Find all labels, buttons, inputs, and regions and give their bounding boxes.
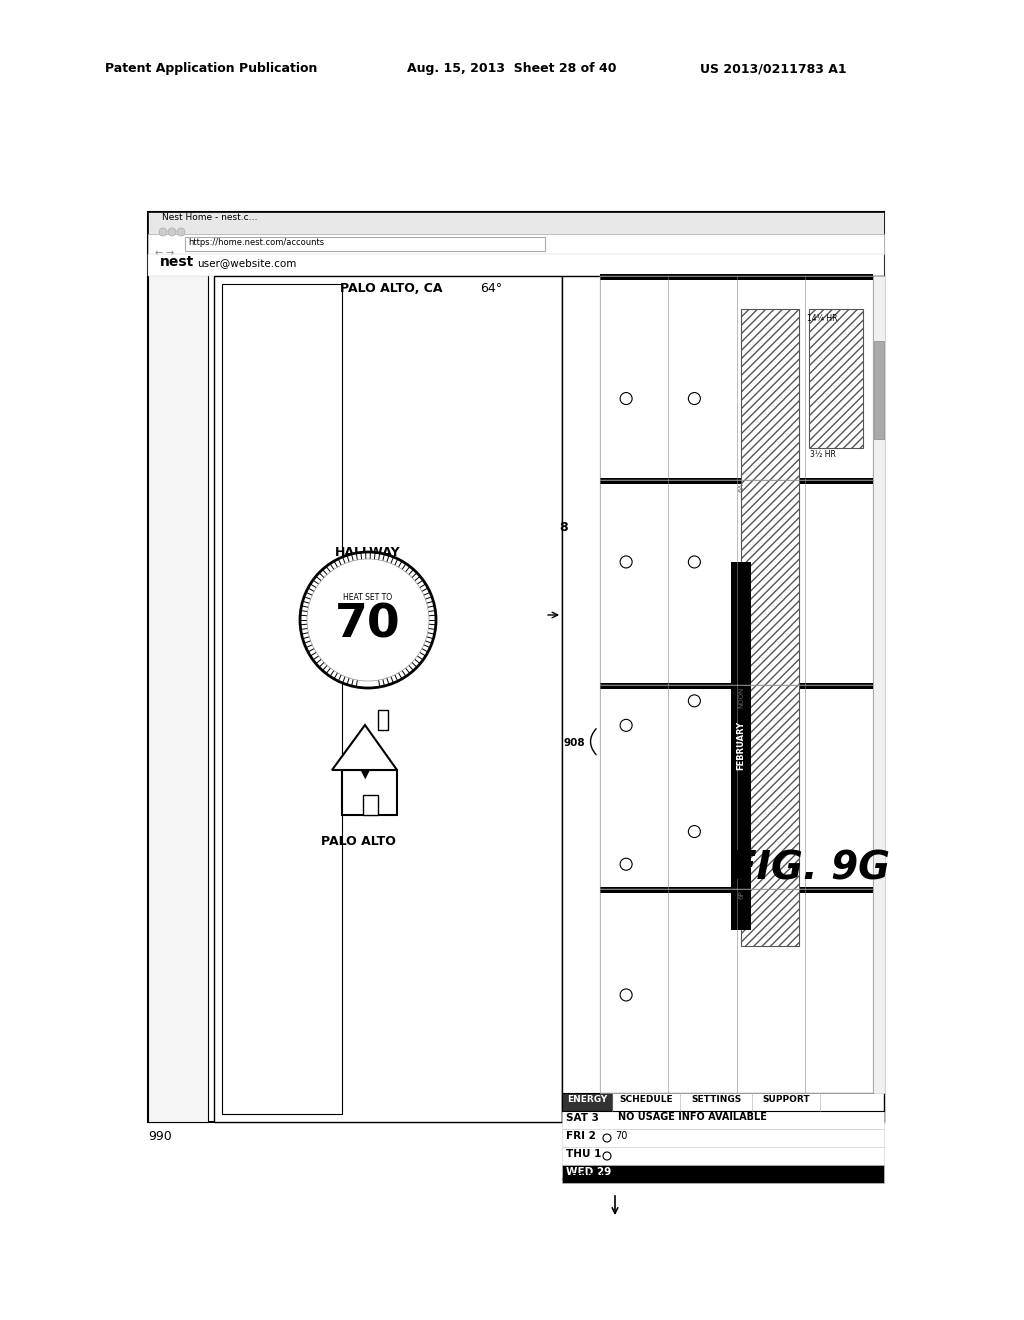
Circle shape <box>307 558 429 681</box>
Circle shape <box>621 989 632 1001</box>
Bar <box>874 342 884 440</box>
Circle shape <box>688 694 700 706</box>
Bar <box>873 276 885 1093</box>
Circle shape <box>688 392 700 404</box>
Bar <box>562 276 884 1122</box>
Bar <box>148 213 884 234</box>
Bar <box>148 234 884 253</box>
Bar <box>362 795 378 814</box>
Circle shape <box>300 552 436 688</box>
Text: ▼: ▼ <box>360 770 370 780</box>
Bar <box>378 710 388 730</box>
Text: NOON: NOON <box>738 686 744 708</box>
Text: PALO ALTO: PALO ALTO <box>321 836 395 847</box>
Bar <box>600 887 873 892</box>
Text: HEAT SET TO: HEAT SET TO <box>343 594 392 602</box>
Circle shape <box>177 228 185 236</box>
Text: FIG. 9G: FIG. 9G <box>730 850 890 888</box>
Bar <box>148 253 884 276</box>
Bar <box>222 284 342 1114</box>
Text: 6P: 6P <box>738 891 744 899</box>
Text: Aug. 15, 2013  Sheet 28 of 40: Aug. 15, 2013 Sheet 28 of 40 <box>408 62 616 75</box>
Text: HALLWAY: HALLWAY <box>335 546 400 558</box>
Text: SETTINGS: SETTINGS <box>691 1096 741 1104</box>
Bar <box>740 309 799 946</box>
Bar <box>562 1111 884 1129</box>
Text: →: → <box>165 248 173 257</box>
Text: US 2013/0211783 A1: US 2013/0211783 A1 <box>700 62 847 75</box>
Text: PALO ALTO, CA: PALO ALTO, CA <box>340 282 442 294</box>
Text: WED 29: WED 29 <box>566 1167 611 1177</box>
Bar <box>562 1093 612 1111</box>
Text: 6A: 6A <box>738 482 744 491</box>
Text: SCHEDULE: SCHEDULE <box>620 1096 673 1104</box>
Text: FEBRUARY: FEBRUARY <box>736 721 745 771</box>
Circle shape <box>688 825 700 838</box>
Text: ENERGY: ENERGY <box>567 1096 607 1104</box>
Circle shape <box>621 392 632 404</box>
Bar <box>809 309 863 447</box>
Circle shape <box>688 556 700 568</box>
Circle shape <box>621 858 632 870</box>
Text: NO USAGE INFO AVAILABLE: NO USAGE INFO AVAILABLE <box>618 1111 767 1122</box>
Text: https://home.nest.com/accounts: https://home.nest.com/accounts <box>188 238 325 247</box>
Text: ⌂ FRIDAY 4:06 PM, Auto-Away.: ⌂ FRIDAY 4:06 PM, Auto-Away. <box>562 1173 709 1183</box>
Text: 64°: 64° <box>480 282 502 294</box>
Text: ▼: ▼ <box>361 755 369 766</box>
Text: 908: 908 <box>563 738 585 747</box>
Circle shape <box>621 556 632 568</box>
Bar <box>148 213 884 1122</box>
Bar <box>600 276 873 1093</box>
Text: 70: 70 <box>335 602 400 648</box>
Text: 8: 8 <box>560 521 568 535</box>
Circle shape <box>603 1134 611 1142</box>
Text: Nest Home - nest.c…: Nest Home - nest.c… <box>162 213 257 222</box>
Text: ←: ← <box>155 248 163 257</box>
Text: user@website.com: user@website.com <box>197 257 296 268</box>
Text: nest: nest <box>160 255 195 269</box>
Bar <box>600 682 873 689</box>
Text: THU 1: THU 1 <box>566 1148 601 1159</box>
Bar <box>600 275 873 280</box>
Bar <box>562 1147 884 1166</box>
Bar <box>214 276 562 1122</box>
Text: 3½ HR: 3½ HR <box>810 450 836 458</box>
Text: 990: 990 <box>148 1130 172 1143</box>
Circle shape <box>621 719 632 731</box>
Bar <box>562 1166 884 1183</box>
Circle shape <box>159 228 167 236</box>
Bar <box>185 238 545 251</box>
Text: SUPPORT: SUPPORT <box>762 1096 810 1104</box>
Bar <box>148 213 208 1122</box>
Text: 70: 70 <box>615 1131 628 1140</box>
Bar <box>730 562 751 929</box>
Bar <box>562 1129 884 1147</box>
Text: FRI 2: FRI 2 <box>566 1131 596 1140</box>
Text: 14¼ HR: 14¼ HR <box>807 314 838 322</box>
Bar <box>600 478 873 484</box>
Circle shape <box>603 1152 611 1160</box>
Polygon shape <box>332 725 397 770</box>
Circle shape <box>168 228 176 236</box>
Bar <box>342 770 397 814</box>
Text: Patent Application Publication: Patent Application Publication <box>105 62 317 75</box>
Text: SAT 3: SAT 3 <box>566 1113 599 1123</box>
